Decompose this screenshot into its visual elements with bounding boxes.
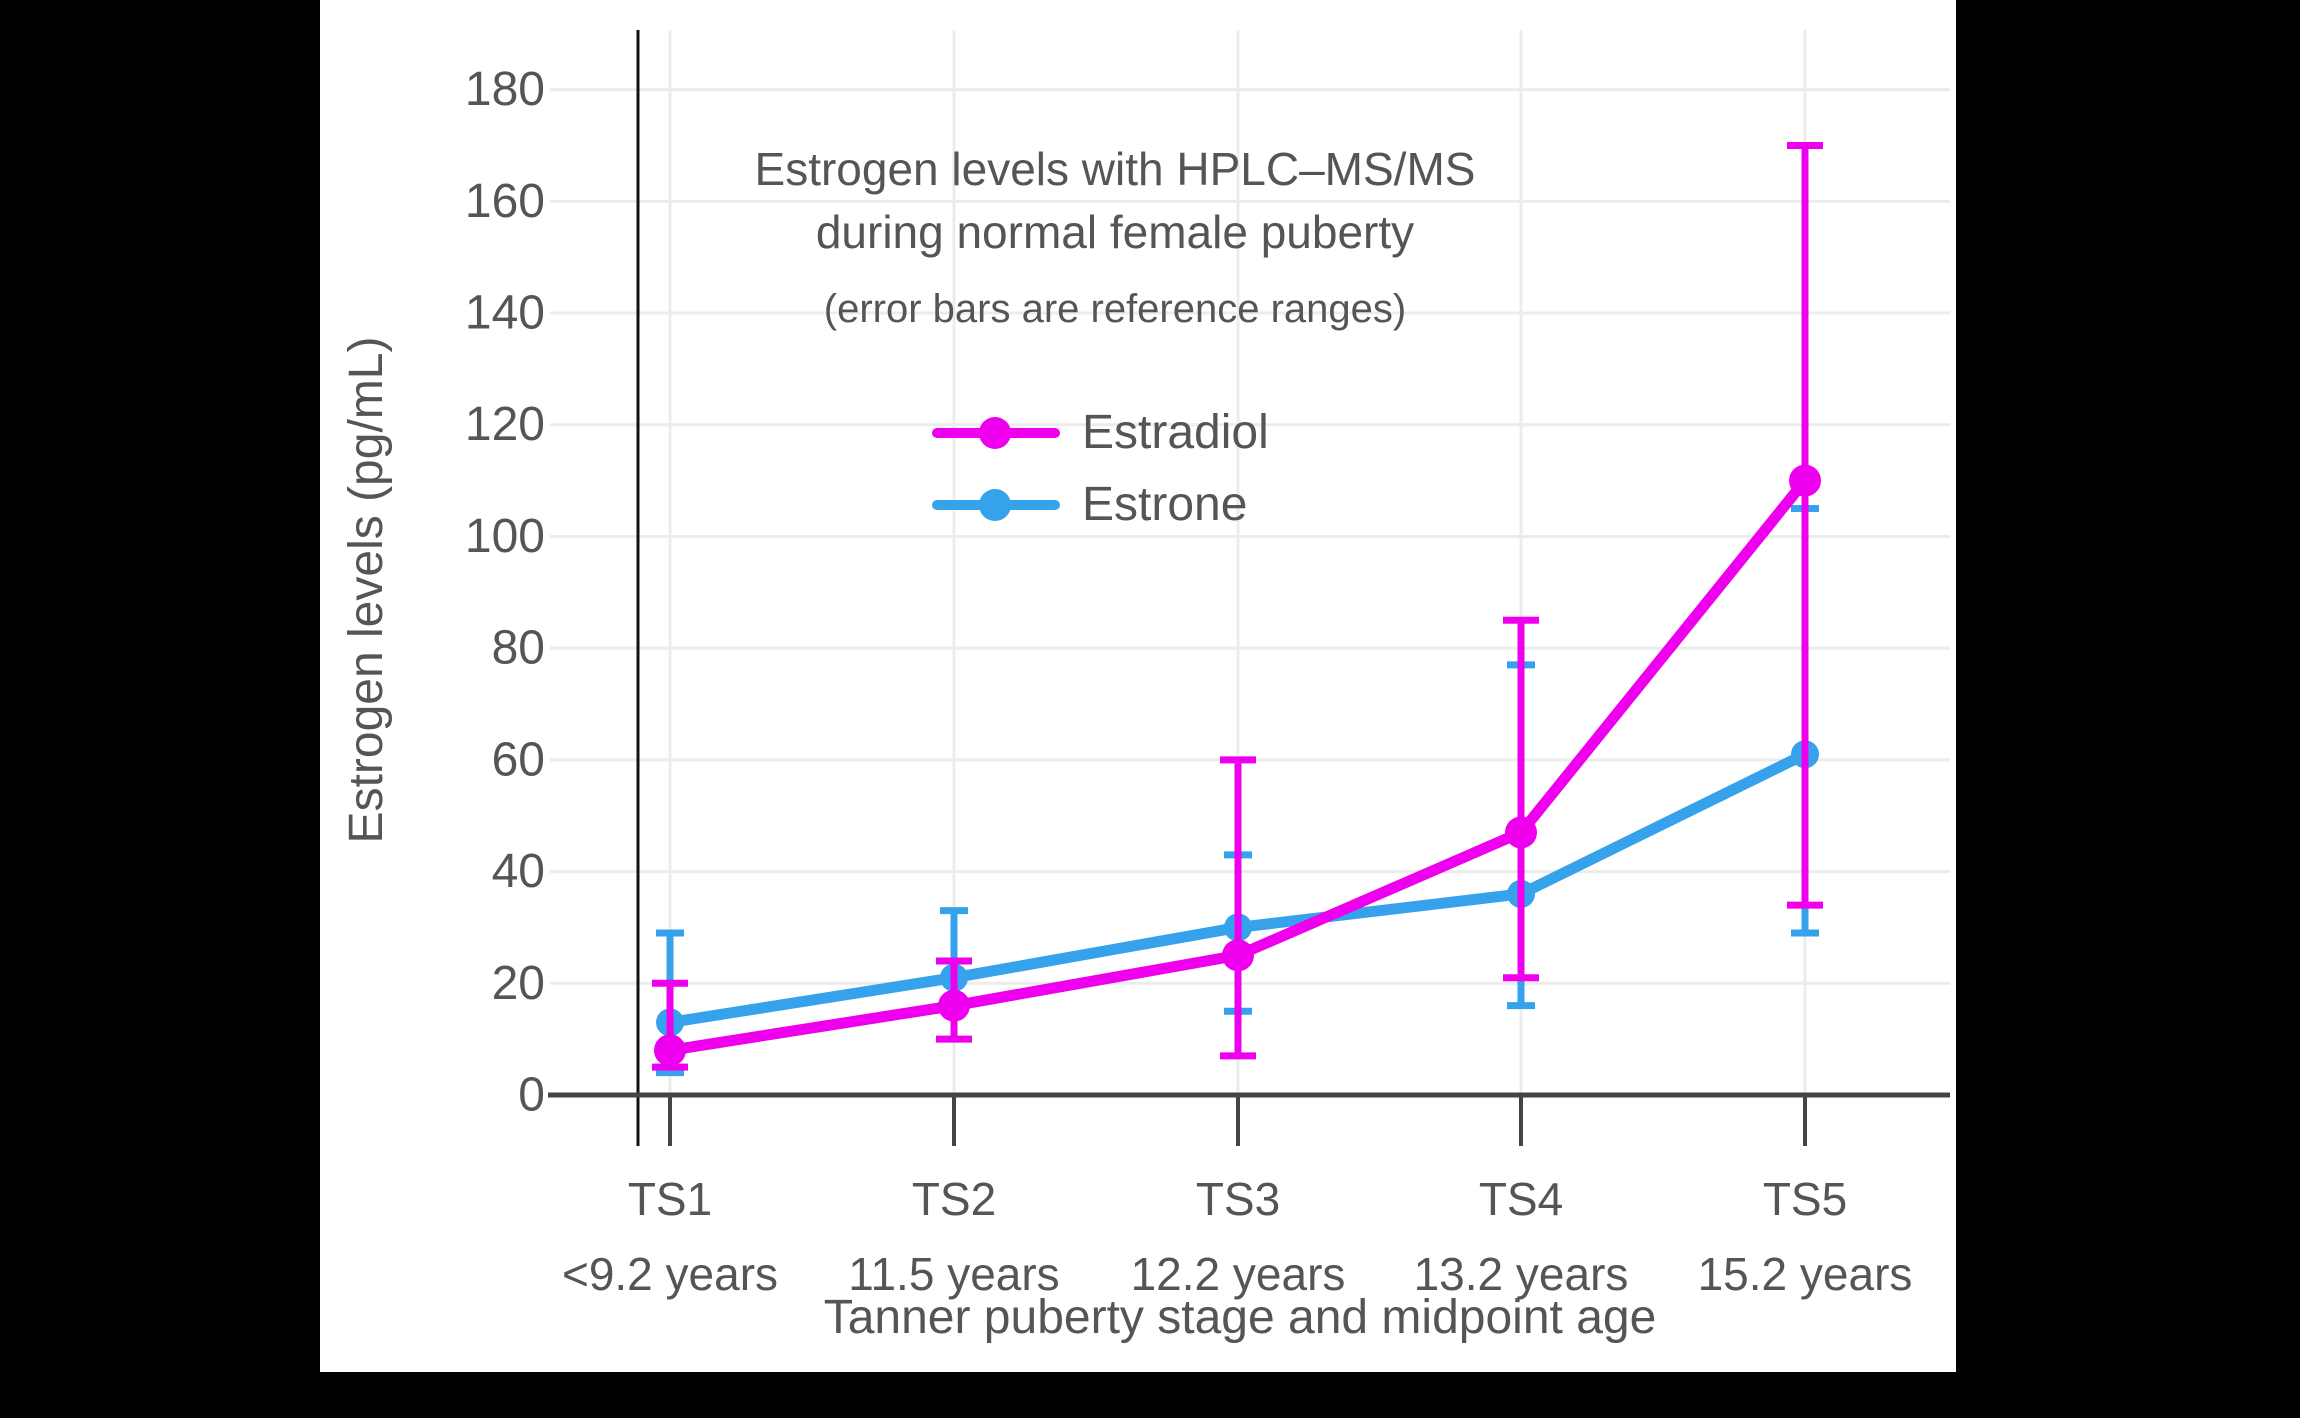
y-tick-label-60: 60 bbox=[492, 733, 545, 786]
estrogen-chart: 0 20 40 60 80 100 120 140 160 180 TS1 <9.2 years TS2… bbox=[340, 30, 1950, 1344]
x-tick-label-TS3: TS3 bbox=[1196, 1173, 1280, 1225]
chart-legend: Estradiol Estrone bbox=[932, 408, 1269, 530]
legend-marker-estrone bbox=[932, 488, 1060, 522]
x-age-label-TS3: 12.2 years bbox=[1131, 1248, 1346, 1300]
y-tick-label-0: 0 bbox=[518, 1069, 545, 1122]
y-tick-label-40: 40 bbox=[492, 845, 545, 898]
x-age-label-TS4: 13.2 years bbox=[1414, 1248, 1629, 1300]
x-tick-label-TS4: TS4 bbox=[1479, 1173, 1563, 1225]
legend-dot bbox=[979, 417, 1011, 449]
y-tick-label-120: 120 bbox=[465, 398, 545, 451]
legend-label-estrone: Estrone bbox=[1082, 478, 1248, 531]
legend-dot bbox=[979, 489, 1011, 521]
data-point-Estradiol-TS1 bbox=[654, 1034, 686, 1067]
x-age-label-TS1: <9.2 years bbox=[562, 1248, 778, 1300]
y-tick-label-160: 160 bbox=[465, 175, 545, 228]
data-point-Estradiol-TS4 bbox=[1505, 816, 1537, 849]
data-point-Estradiol-TS3 bbox=[1222, 939, 1254, 972]
legend-marker-estradiol bbox=[932, 416, 1060, 450]
y-tick-label-140: 140 bbox=[465, 287, 545, 340]
x-tick-label-TS5: TS5 bbox=[1763, 1173, 1847, 1225]
chart-subtitle: (error bars are reference ranges) bbox=[824, 287, 1406, 331]
data-point-Estradiol-TS5 bbox=[1789, 464, 1821, 497]
x-axis-title: Tanner puberty stage and midpoint age bbox=[824, 1291, 1657, 1344]
data-point-Estradiol-TS2 bbox=[938, 989, 970, 1022]
y-tick-label-180: 180 bbox=[465, 63, 545, 116]
x-tick-label-TS1: TS1 bbox=[628, 1173, 712, 1225]
x-age-label-TS2: 11.5 years bbox=[848, 1248, 1059, 1300]
y-tick-label-100: 100 bbox=[465, 510, 545, 563]
chart-title-line2: during normal female puberty bbox=[816, 206, 1414, 258]
y-axis-title: Estrogen levels (pg/mL) bbox=[340, 337, 393, 844]
legend-label-estradiol: Estradiol bbox=[1082, 406, 1269, 459]
legend-item-estradiol: Estradiol bbox=[932, 408, 1269, 458]
x-tick-label-TS2: TS2 bbox=[912, 1173, 996, 1225]
y-tick-label-80: 80 bbox=[492, 622, 545, 675]
legend-item-estrone: Estrone bbox=[932, 480, 1269, 530]
chart-panel: 0 20 40 60 80 100 120 140 160 180 TS1 <9.2 years TS2… bbox=[320, 0, 1956, 1372]
y-tick-label-20: 20 bbox=[492, 957, 545, 1010]
x-age-label-TS5: 15.2 years bbox=[1698, 1248, 1913, 1300]
chart-title-line1: Estrogen levels with HPLC–MS/MS bbox=[755, 143, 1476, 195]
